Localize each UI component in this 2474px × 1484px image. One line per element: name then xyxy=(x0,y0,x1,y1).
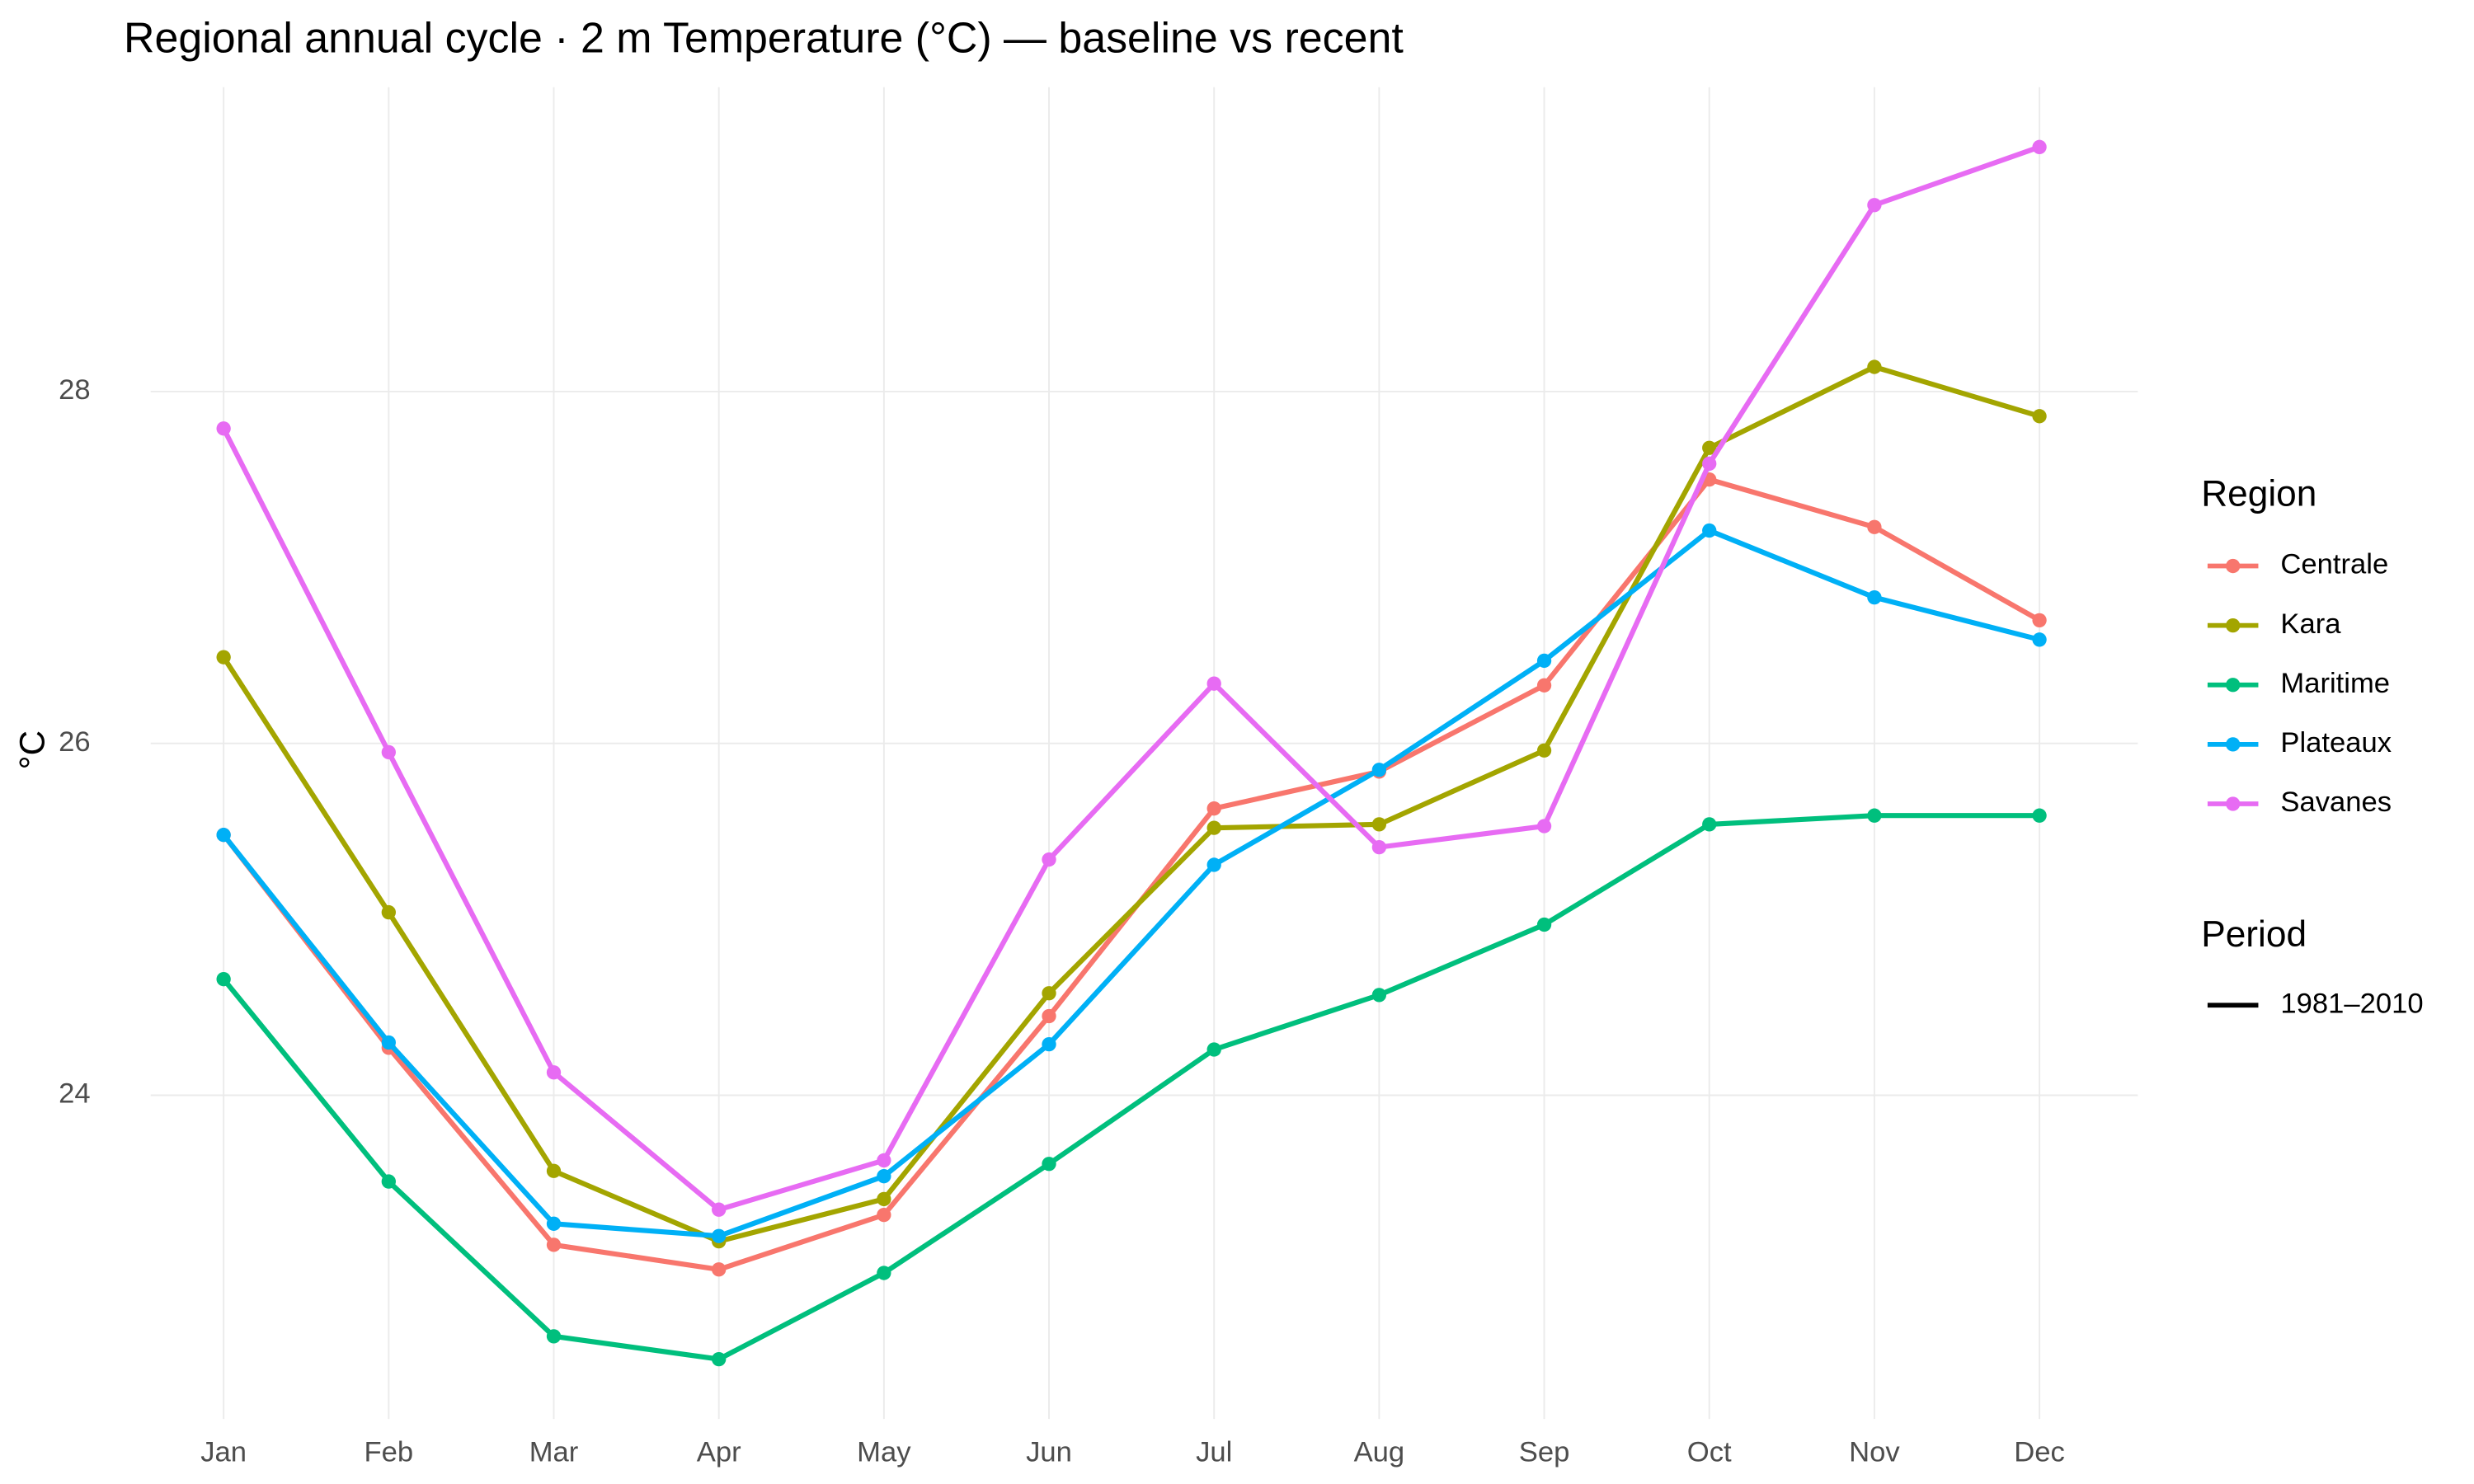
legend-label: Maritime xyxy=(2280,668,2390,699)
data-point xyxy=(1536,743,1552,758)
data-point xyxy=(1042,1157,1056,1172)
data-point xyxy=(1371,988,1387,1003)
data-point xyxy=(381,904,396,920)
data-point xyxy=(2032,409,2047,424)
legend-title: Period xyxy=(2201,914,2307,955)
x-tick-label: Dec xyxy=(2014,1437,2065,1468)
data-point xyxy=(2032,808,2047,823)
data-point xyxy=(1702,817,1717,832)
series-line xyxy=(221,144,2041,1213)
data-point xyxy=(1536,653,1552,669)
legend-key xyxy=(2226,737,2241,752)
data-point xyxy=(1042,1008,1056,1024)
data-point xyxy=(1867,519,1882,534)
data-point xyxy=(1206,801,1221,816)
data-point xyxy=(2032,139,2047,154)
data-point xyxy=(712,1202,727,1217)
data-point xyxy=(1042,986,1056,1001)
y-axis-label: °C xyxy=(12,730,51,769)
legend-label: Savanes xyxy=(2280,787,2392,818)
data-point xyxy=(877,1191,891,1207)
data-point xyxy=(1371,763,1387,777)
x-tick-label: Nov xyxy=(1849,1437,1900,1468)
data-point xyxy=(712,1351,727,1367)
y-tick-label: 24 xyxy=(59,1078,91,1110)
data-point xyxy=(1536,917,1552,932)
data-point xyxy=(1371,839,1387,855)
x-tick-label: May xyxy=(857,1437,911,1468)
x-tick-label: Mar xyxy=(529,1437,579,1468)
data-point xyxy=(381,1174,396,1189)
x-tick-label: Sep xyxy=(1519,1437,1570,1468)
data-point xyxy=(1206,676,1221,691)
data-point xyxy=(712,1228,727,1243)
data-point xyxy=(381,744,396,760)
legend-label: 1981–2010 xyxy=(2280,988,2423,1019)
legend-label: Plateaux xyxy=(2280,727,2392,758)
data-point xyxy=(1702,523,1717,538)
data-point xyxy=(1536,678,1552,693)
data-point xyxy=(546,1065,562,1080)
data-point xyxy=(1042,1036,1056,1052)
data-point xyxy=(1867,589,1882,605)
legend-label: Centrale xyxy=(2280,549,2388,580)
legend-key xyxy=(2226,558,2241,574)
data-point xyxy=(546,1163,562,1178)
data-point xyxy=(1536,819,1552,834)
legend-key xyxy=(2226,618,2241,633)
series-line xyxy=(221,528,2040,1239)
data-point xyxy=(1206,1042,1221,1057)
x-tick-label: Feb xyxy=(365,1437,414,1468)
data-point xyxy=(1206,820,1221,835)
data-point xyxy=(1867,359,1882,374)
data-point xyxy=(216,828,231,843)
data-point xyxy=(216,650,231,665)
data-point xyxy=(1867,198,1882,213)
x-tick-label: Jan xyxy=(200,1437,247,1468)
data-point xyxy=(216,421,231,436)
x-tick-label: Jun xyxy=(1026,1437,1072,1468)
data-point xyxy=(1206,857,1221,872)
data-point xyxy=(381,1035,396,1050)
data-point xyxy=(216,972,231,987)
x-tick-label: Apr xyxy=(697,1437,741,1468)
y-tick-label: 28 xyxy=(59,374,91,406)
data-point xyxy=(1042,852,1056,867)
data-point xyxy=(877,1266,891,1280)
data-point xyxy=(2032,632,2047,647)
x-tick-label: Aug xyxy=(1354,1437,1405,1468)
legend-key xyxy=(2226,796,2241,811)
series-line xyxy=(221,813,2040,1362)
data-point xyxy=(1702,456,1717,472)
data-point xyxy=(546,1216,562,1231)
data-point xyxy=(2032,613,2047,628)
data-point xyxy=(712,1262,727,1277)
data-point xyxy=(1702,440,1717,455)
data-point xyxy=(546,1237,562,1252)
legend-key xyxy=(2226,678,2241,693)
series-line xyxy=(221,364,2040,1244)
legend-title: Region xyxy=(2201,474,2316,514)
data-point xyxy=(1867,808,1882,823)
data-point xyxy=(546,1329,562,1344)
x-tick-label: Oct xyxy=(1687,1437,1732,1468)
data-point xyxy=(877,1153,891,1168)
legend-label: Kara xyxy=(2280,608,2341,640)
data-point xyxy=(877,1169,891,1184)
x-tick-label: Jul xyxy=(1196,1437,1232,1468)
y-tick-label: 26 xyxy=(59,726,91,758)
chart-title: Regional annual cycle · 2 m Temperature … xyxy=(124,15,1404,63)
data-point xyxy=(1371,817,1387,832)
data-point xyxy=(877,1207,891,1223)
